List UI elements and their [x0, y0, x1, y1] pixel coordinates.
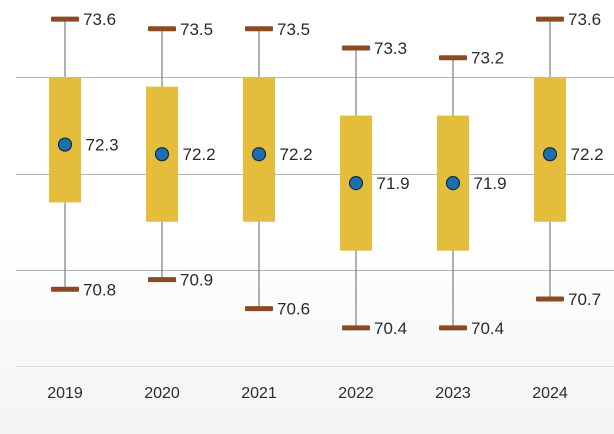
box-group-2024: 73.6 72.2 70.7 [534, 10, 604, 309]
min-cap [342, 325, 370, 331]
min-cap [148, 277, 176, 283]
mean-marker [542, 147, 558, 162]
max-label: 73.5 [277, 20, 310, 39]
mean-marker [57, 137, 73, 152]
mean-label: 72.3 [86, 136, 119, 155]
max-cap [536, 16, 564, 22]
min-cap [245, 306, 273, 312]
x-tick-label: 2022 [338, 385, 374, 402]
max-label: 73.6 [568, 10, 601, 29]
mean-label: 72.2 [183, 145, 216, 164]
min-cap [51, 286, 79, 292]
min-label: 70.4 [471, 319, 504, 338]
max-label: 73.6 [83, 10, 116, 29]
max-cap [439, 55, 467, 61]
mean-label: 72.2 [280, 145, 313, 164]
x-tick-label: 2023 [435, 385, 471, 402]
min-label: 70.4 [374, 319, 407, 338]
max-cap [342, 45, 370, 51]
min-cap [439, 325, 467, 331]
max-cap [148, 26, 176, 32]
mean-label: 71.9 [377, 174, 410, 193]
mean-label: 72.2 [571, 145, 604, 164]
box-group-2020: 73.5 72.2 70.9 [146, 20, 216, 290]
max-label: 73.5 [180, 20, 213, 39]
box-series: 73.6 72.3 70.8 73.5 72.2 70.9 73.5 72.2 70.6 73.3… [49, 10, 604, 338]
max-cap [245, 26, 273, 32]
x-tick-label: 2021 [241, 385, 277, 402]
min-label: 70.6 [277, 300, 310, 319]
max-label: 73.2 [471, 49, 504, 68]
mean-marker [445, 176, 461, 191]
min-label: 70.8 [83, 280, 116, 299]
min-cap [536, 296, 564, 302]
mean-marker [251, 147, 267, 162]
box-group-2022: 73.3 71.9 70.4 [340, 39, 410, 338]
x-tick-label: 2019 [47, 385, 83, 402]
box-group-2021: 73.5 72.2 70.6 [243, 20, 313, 319]
gridlines [16, 77, 614, 367]
box-group-2023: 73.2 71.9 70.4 [437, 49, 507, 338]
x-tick-label: 2020 [144, 385, 180, 402]
mean-marker [348, 176, 364, 191]
max-label: 73.3 [374, 39, 407, 58]
max-cap [51, 16, 79, 22]
mean-label: 71.9 [474, 174, 507, 193]
box-group-2019: 73.6 72.3 70.8 [49, 10, 119, 299]
min-label: 70.9 [180, 271, 213, 290]
x-axis-ticks: 2019 2020 2021 2022 2023 2024 [47, 385, 568, 402]
x-tick-label: 2024 [532, 385, 568, 402]
min-label: 70.7 [568, 290, 601, 309]
mean-marker [154, 147, 170, 162]
